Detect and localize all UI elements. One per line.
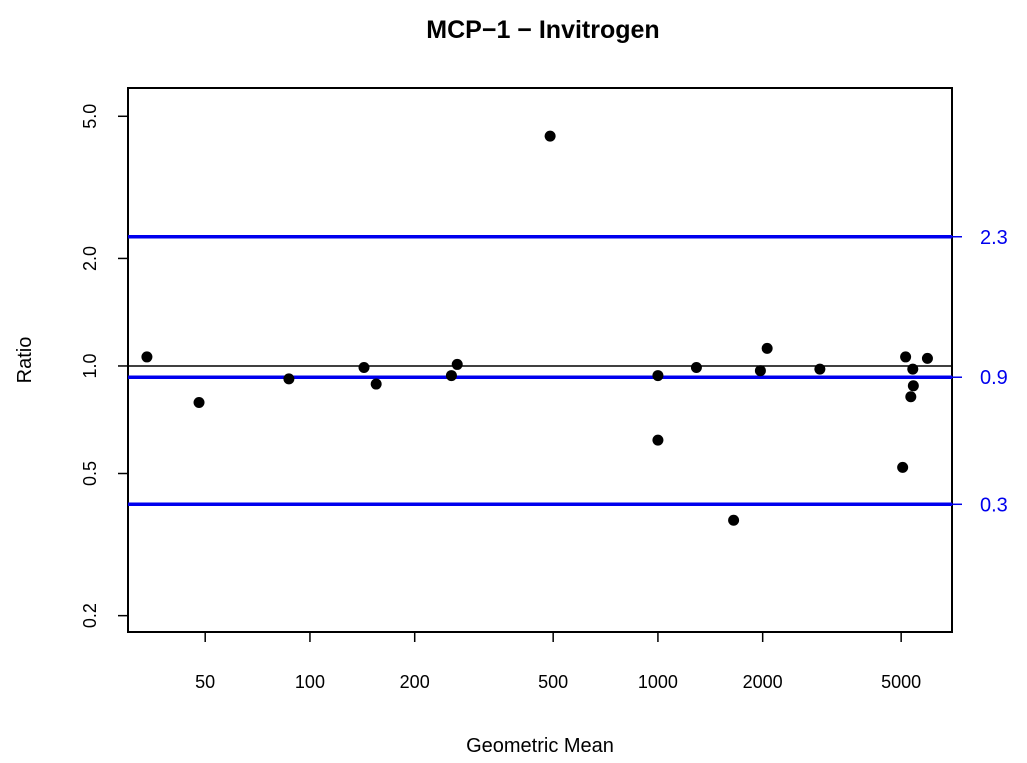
x-axis-label: Geometric Mean [466,735,614,757]
data-point [451,358,463,370]
limit-label: 0.9 [980,367,1008,389]
data-point [814,363,826,375]
chart-title: MCP−1 − Invitrogen [426,16,659,44]
data-point [900,351,912,363]
y-tick-label: 0.2 [80,603,100,628]
y-tick-label: 1.0 [80,353,100,378]
plot-area: 50 100 200 500 1000 2000 5000 0.2 0.5 1.0 2.0 5.0 2.… [80,87,1008,692]
limit-label: 2.3 [980,227,1008,249]
data-point [193,397,205,409]
data-point [907,380,919,392]
data-point [652,370,664,382]
y-tick-label: 0.5 [80,461,100,486]
x-tick-label: 1000 [638,672,678,692]
data-point [761,342,773,354]
x-tick-label: 500 [538,672,568,692]
data-point [921,352,933,364]
limit-label: 0.3 [980,494,1008,516]
x-tick-label: 100 [295,672,325,692]
data-point [283,373,295,385]
y-tick-label: 2.0 [80,246,100,271]
data-point [445,370,457,382]
data-point [544,130,556,142]
y-tick-label: 5.0 [80,104,100,129]
x-tick-label: 5000 [881,672,921,692]
data-point [907,363,919,375]
data-point [690,362,702,374]
data-point [897,461,909,473]
data-point [728,514,740,526]
data-point [358,362,370,374]
data-point [652,434,664,446]
x-tick-label: 200 [400,672,430,692]
data-point [905,391,917,403]
data-point [370,378,382,390]
y-axis-label: Ratio [14,337,36,384]
x-tick-label: 50 [195,672,215,692]
x-tick-label: 2000 [743,672,783,692]
plot-frame [127,87,953,633]
data-point [754,365,766,377]
data-point [141,351,153,363]
